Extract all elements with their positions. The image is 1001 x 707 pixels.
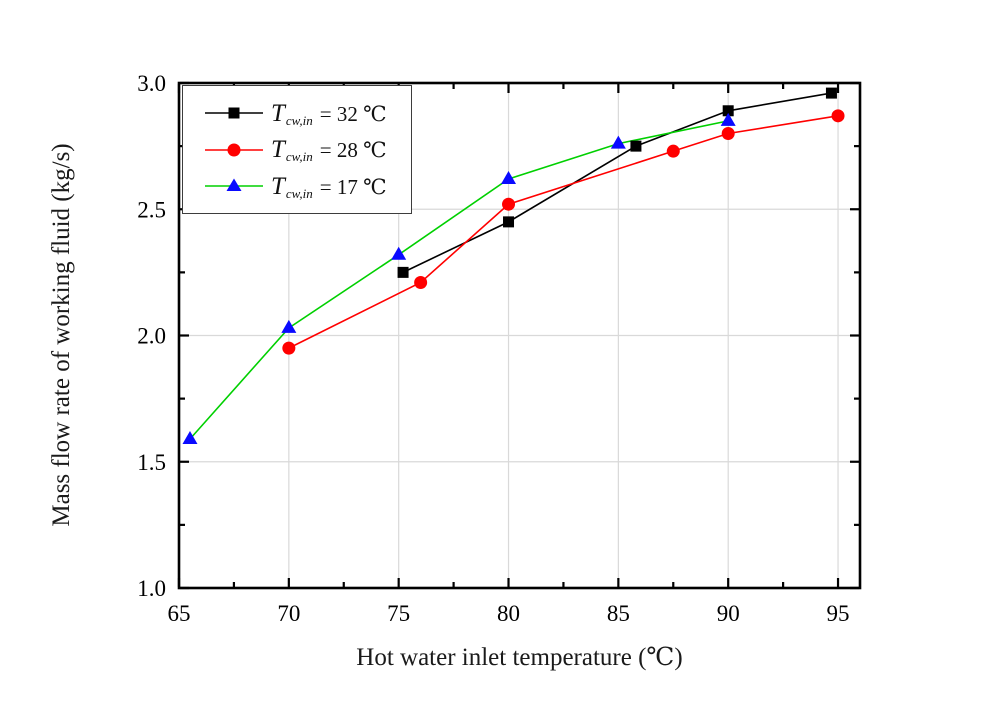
axes-box <box>177 81 862 590</box>
series-line-Tcwin-32C <box>402 92 832 274</box>
x-tick-label: 95 <box>827 601 850 626</box>
marker-triangle-Tcwin-17C <box>391 246 407 260</box>
legend-var: T <box>271 172 285 200</box>
x-tick-label: 80 <box>497 601 520 626</box>
legend-triangle-icon <box>205 178 263 191</box>
y-tick-label: 3.0 <box>137 71 166 96</box>
x-tick-label: 65 <box>168 601 191 626</box>
x-tick-label: 90 <box>717 601 740 626</box>
x-tick-label: 85 <box>607 601 630 626</box>
legend-label: Tcw,in = 17 ℃ <box>271 172 387 201</box>
marker-square-Tcwin-32C <box>722 105 734 117</box>
series-line-Tcwin-28C <box>288 115 839 349</box>
marker-triangle-Tcwin-17C <box>610 135 626 149</box>
marker-triangle-Tcwin-17C <box>281 319 297 333</box>
legend-label: Tcw,in = 28 ℃ <box>271 136 387 164</box>
marker-triangle-Tcwin-17C <box>720 112 736 126</box>
y-tick-label: 1.5 <box>137 450 166 475</box>
marker-circle-Tcwin-28C <box>721 127 735 140</box>
x-axis-label: Hot water inlet temperature (℃) <box>356 644 683 671</box>
y-tick-label: 2.5 <box>137 197 166 222</box>
legend-entry-Tcwin-32C: Tcw,in = 32 ℃ <box>205 99 411 128</box>
marker-square-Tcwin-32C <box>503 216 515 228</box>
legend-value: = 32 ℃ <box>319 101 387 126</box>
legend-subscript: cw,in <box>285 185 313 201</box>
marker-circle-Tcwin-28C <box>282 341 296 355</box>
marker-square-Tcwin-32C <box>825 87 837 99</box>
legend-square-icon <box>205 107 263 119</box>
legend-var: T <box>271 99 285 127</box>
legend-subscript: cw,in <box>285 112 313 128</box>
legend-entry-Tcwin-17C: Tcw,in = 17 ℃ <box>205 172 411 201</box>
x-tick-label: 75 <box>387 601 410 626</box>
legend-entry-Tcwin-28C: Tcw,in = 28 ℃ <box>205 136 411 164</box>
marker-square-Tcwin-32C <box>630 140 642 152</box>
y-tick-label: 2.0 <box>137 324 166 349</box>
marker-circle-Tcwin-28C <box>831 109 845 123</box>
legend-marker-square <box>228 107 240 119</box>
y-tick-label: 1.0 <box>137 576 166 601</box>
marker-triangle-Tcwin-17C <box>501 170 517 184</box>
legend-circle-icon <box>205 143 263 156</box>
marker-triangle-Tcwin-17C <box>182 431 198 445</box>
legend-marker-circle <box>227 143 241 156</box>
series-line-Tcwin-17C <box>189 120 729 440</box>
y-axis-label: Mass flow rate of working fluid (kg/s) <box>48 143 75 527</box>
legend-subscript: cw,in <box>285 149 313 164</box>
x-tick-label: 70 <box>277 601 300 626</box>
marker-circle-Tcwin-28C <box>502 197 516 211</box>
legend-label: Tcw,in = 32 ℃ <box>271 99 387 128</box>
legend: Tcw,in = 32 ℃ Tcw,in = 28 ℃ Tcw,in = 17 ℃ <box>182 85 412 214</box>
legend-var: T <box>271 136 285 163</box>
legend-value: = 17 ℃ <box>319 174 387 199</box>
legend-marker-triangle <box>226 178 242 191</box>
legend-value: = 28 ℃ <box>319 138 387 162</box>
marker-circle-Tcwin-28C <box>666 144 680 158</box>
marker-circle-Tcwin-28C <box>414 275 428 289</box>
marker-square-Tcwin-32C <box>397 266 409 278</box>
